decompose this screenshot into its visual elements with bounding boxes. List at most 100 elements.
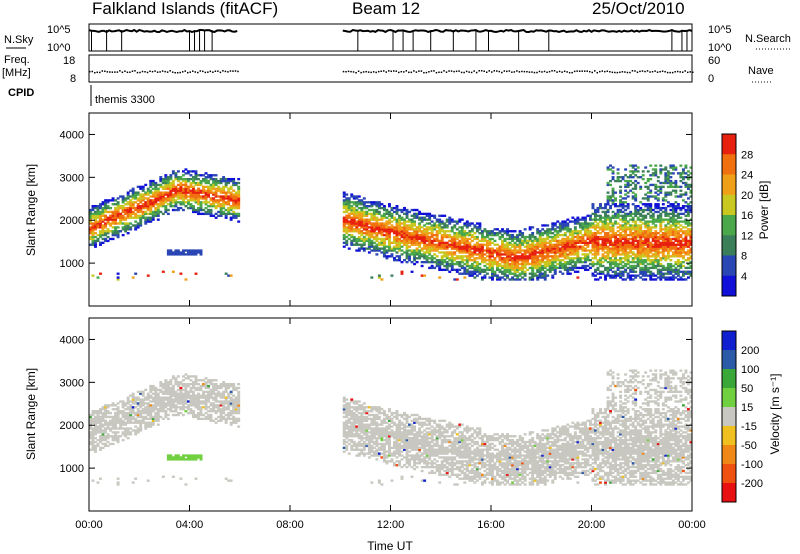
power-cell	[594, 274, 597, 277]
power-cell	[357, 224, 361, 227]
power-cell	[571, 235, 575, 239]
power-cell	[619, 247, 623, 250]
power-cell	[581, 266, 585, 270]
power-cell	[440, 237, 444, 241]
power-cell	[445, 235, 449, 239]
power-cell	[543, 247, 547, 250]
freq-point	[480, 70, 483, 72]
velocity-cell	[129, 409, 133, 413]
power-cell	[483, 274, 487, 277]
power-cell	[362, 206, 366, 210]
power-cell	[646, 249, 650, 252]
power-cell	[377, 230, 381, 233]
freq-point	[355, 71, 357, 74]
velocity-cell	[89, 415, 92, 419]
power-cell	[604, 268, 607, 272]
velocity-cell	[141, 411, 145, 415]
power-cell	[573, 222, 577, 225]
power-cell	[463, 272, 467, 275]
power-cell	[440, 255, 444, 258]
power-cell	[202, 179, 205, 183]
power-cell	[360, 201, 364, 204]
power-cell	[478, 257, 482, 260]
power-cell	[465, 239, 469, 243]
power-cell	[669, 239, 673, 243]
power-cell	[377, 228, 381, 231]
power-cell	[365, 230, 369, 233]
power-cell	[546, 237, 550, 241]
power-cell	[360, 226, 364, 229]
power-cell	[661, 243, 665, 246]
power-cell	[543, 257, 547, 260]
power-cell	[666, 220, 670, 223]
power-cell	[460, 232, 464, 235]
power-cell	[134, 272, 138, 275]
velocity-cell	[124, 433, 128, 436]
power-cell	[355, 216, 359, 219]
power-cell	[91, 233, 95, 237]
power-cell	[433, 247, 437, 250]
power-cell	[553, 247, 557, 250]
power-cell	[604, 251, 607, 254]
power-cell	[586, 257, 590, 260]
power-cell	[604, 274, 607, 277]
power-cell	[639, 257, 643, 260]
velocity-cell	[114, 408, 118, 411]
power-cell	[641, 241, 645, 244]
power-cell	[179, 251, 183, 254]
freq-point	[141, 70, 144, 73]
power-cell	[583, 228, 587, 231]
power-cell	[654, 247, 658, 250]
freq-point	[139, 71, 141, 74]
power-cell	[611, 201, 615, 204]
power-cell	[217, 185, 221, 189]
power-cell	[227, 197, 231, 200]
power-cell	[149, 218, 153, 221]
power-cell	[681, 243, 685, 246]
power-cell	[661, 264, 665, 268]
power-cell	[556, 220, 560, 223]
power-cell	[508, 270, 512, 273]
power-cell	[408, 245, 411, 248]
power-cell	[96, 210, 100, 214]
power-cell	[91, 214, 95, 217]
power-cell	[659, 181, 663, 185]
power-cell	[528, 251, 532, 254]
power-cell	[420, 253, 424, 256]
power-cell	[460, 235, 464, 239]
y-tick-label: 1000	[60, 258, 84, 270]
power-cell	[385, 212, 389, 216]
power-cell	[684, 251, 688, 254]
power-cell	[684, 259, 688, 262]
power-cell	[674, 204, 678, 208]
velocity-cell	[126, 411, 130, 415]
power-cell	[629, 270, 633, 273]
power-cell	[360, 243, 364, 246]
freq-panel	[88, 54, 693, 83]
power-cell	[573, 247, 577, 250]
velocity-cell	[94, 446, 97, 449]
power-cell	[212, 191, 216, 194]
velocity-cell	[129, 411, 133, 415]
power-cell	[624, 262, 628, 266]
power-cell	[445, 233, 449, 237]
power-cell	[473, 235, 477, 239]
power-cell	[448, 245, 452, 248]
colorbar-tick-label: 12	[741, 230, 753, 242]
freq-point	[591, 71, 593, 74]
power-cell	[576, 257, 580, 260]
power-cell	[664, 176, 668, 179]
power-cell	[588, 214, 592, 217]
power-cell	[109, 216, 113, 219]
power-cell	[418, 212, 422, 216]
power-cell	[129, 204, 133, 208]
power-cell	[573, 232, 577, 235]
power-cell	[621, 245, 625, 248]
power-cell	[483, 239, 487, 243]
power-cell	[433, 226, 437, 229]
power-cell	[435, 239, 439, 243]
power-cell	[684, 210, 688, 214]
power-cell	[606, 214, 610, 217]
power-cell	[654, 245, 658, 248]
power-cell	[666, 262, 670, 266]
